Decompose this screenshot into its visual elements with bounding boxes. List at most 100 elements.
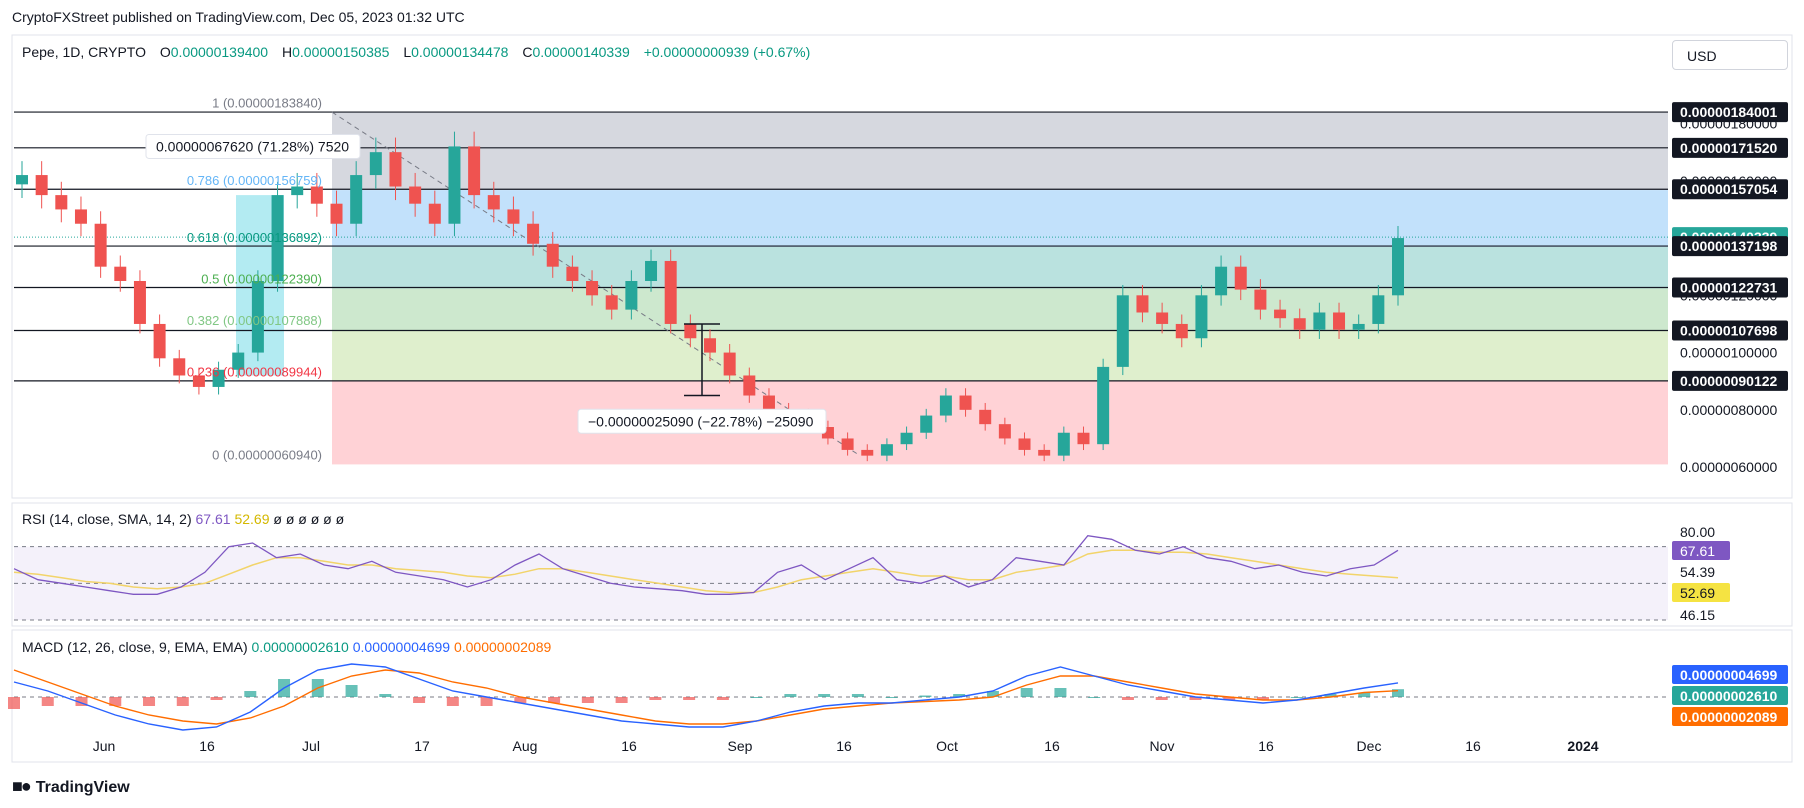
candle-body [1215,266,1228,296]
macd-hist-bar [1290,697,1303,698]
close-label: C [522,44,533,60]
price-badge-label: 0.00000107698 [1680,323,1778,339]
macd-hist-bar [176,697,189,706]
rsi-badge-label: 67.61 [1680,543,1715,559]
macd-hist-bar [615,697,628,703]
macd-badge-label: 0.00000002610 [1680,688,1778,704]
candle-body [55,195,68,210]
macd-hist-bar [244,691,257,697]
candle-body [723,352,736,376]
ohlc-legend: Pepe, 1D, CRYPTO O0.00000139400 H0.00000… [22,44,810,60]
high-value: 0.00000150385 [292,44,390,60]
fib-level-label: 0.618 (0.00000136892) [187,230,322,245]
fib-level-label: 1 (0.00000183840) [212,96,322,111]
candle-body [1293,318,1306,330]
measure-down-label-box [577,408,827,434]
price-badge-label: 0.00000090122 [1680,373,1778,389]
candle-body [625,281,638,310]
macd-hist-bar [919,695,932,697]
candle-body [153,323,166,359]
candle-body [959,395,972,410]
price-badge [1672,137,1788,158]
candle-body [605,295,618,310]
fib-zone [332,329,1668,382]
candle-body [900,432,913,445]
time-tick: 16 [1465,738,1481,754]
time-tick: 2024 [1567,738,1598,754]
candle-body [428,203,441,224]
time-tick: Nov [1150,738,1175,754]
candle-body [861,449,874,456]
currency-selector[interactable]: USD [1672,40,1788,70]
candle-body [527,223,540,244]
time-tick: 16 [836,738,852,754]
macd-hist-bar [379,694,392,697]
price-axis: 0.000001800000.000001600000.000001200000… [1672,102,1788,475]
macd-signal-value: 0.00000002089 [453,639,552,655]
candle-body [409,186,422,204]
candle-body [684,323,697,339]
price-badge [1672,102,1788,123]
price-tick: 0.00000060000 [1680,459,1778,475]
macd-hist-bar [953,694,966,697]
rsi-sma-badge-label: 52.69 [1680,585,1715,601]
price-badge [1672,179,1788,200]
rsi-sma-badge [1672,583,1730,602]
rsi-line [13,535,1399,595]
candle-body [645,260,658,281]
candle-body [448,146,461,224]
macd-hist-bar [1155,697,1168,700]
macd-legend[interactable]: MACD (12, 26, close, 9, EMA, EMA) 0.0000… [22,639,551,655]
candle-body [173,358,186,376]
candle-body [1175,323,1188,339]
symbol-label[interactable]: Pepe, 1D, CRYPTO [22,44,146,60]
candle-body [743,375,756,396]
rsi-extras: ø ø ø ø ø ø [273,511,345,527]
time-tick: Oct [936,738,958,754]
macd-hist-bar [75,697,88,706]
time-tick: Sep [728,738,753,754]
macd-hist-bar [784,694,797,697]
macd-hist-bar [581,697,594,703]
candle-body [291,186,304,196]
price-badge-label: 0.00000184001 [1680,104,1778,120]
candle-body [487,195,500,210]
price-badge-label: 0.00000171520 [1680,140,1778,156]
macd-hist-bar [1020,688,1033,697]
rsi-axis-tick: 54.39 [1680,564,1715,580]
rsi-sma-value: 52.69 [234,511,270,527]
candle-body [1097,366,1110,445]
macd-hist-bar [446,697,459,706]
macd-hist-bar [818,694,831,697]
macd-line [13,663,1399,731]
candle-body [1077,432,1090,445]
time-tick: 16 [199,738,215,754]
macd-hist-bar [413,697,426,703]
candle-body [1038,449,1051,456]
rsi-legend[interactable]: RSI (14, close, SMA, 14, 2) 67.61 52.69 … [22,511,344,527]
candle-body [1116,295,1129,367]
footer-brand[interactable]: ■● TradingView [12,776,130,797]
time-tick: Dec [1357,738,1382,754]
tradingview-logo-icon: ■● [12,776,32,796]
candle-body [1372,295,1385,324]
price-badge [1672,370,1788,391]
candle-body [369,152,382,176]
macd-hist-bar [8,697,20,709]
footer-brand-label: TradingView [35,779,130,796]
macd-hist-bar [514,697,527,703]
macd-hist-bar [1054,688,1067,697]
time-tick: 16 [1044,738,1060,754]
close-value: 0.00000140339 [532,44,630,60]
candle-body [389,152,402,187]
macd-hist-bar [143,697,156,706]
rsi-title: RSI (14, close, SMA, 14, 2) [22,511,192,527]
macd-hist-bar [1189,697,1202,700]
candle-body [841,438,854,450]
time-tick: 16 [1258,738,1274,754]
macd-badge [1672,665,1788,684]
price-tick: 0.00000080000 [1680,402,1778,418]
change-value: +0.00000000939 (+0.67%) [643,44,811,60]
candle-body [1352,323,1365,330]
